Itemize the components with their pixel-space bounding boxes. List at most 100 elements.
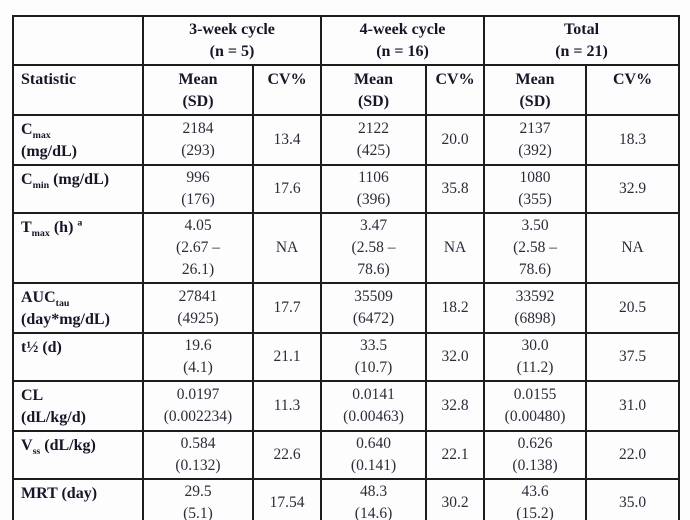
cv-cell: 32.8 (425, 380, 486, 432)
mean-sd-line: (396) (356, 191, 391, 208)
mean-sd-line: 0.626 (517, 435, 553, 452)
statistic-header: Statistic (12, 64, 144, 116)
mean-sd-line: 1080 (519, 169, 551, 186)
mean-sd-line: (11.2) (516, 359, 554, 376)
row-label-part: V (21, 437, 33, 454)
mean-sd-cell: 33592 (6898) (483, 282, 588, 334)
cv-cell: NA (425, 212, 486, 284)
mean-sd-cell: 19.6 (4.1) (142, 332, 254, 382)
mean-sd-cell: 2122 (425) (320, 114, 428, 166)
mean-sd-line: 26.1) (181, 261, 215, 278)
mean-sd-cell: 43.6 (15.2) (483, 478, 588, 520)
row-label-part: C (21, 171, 33, 188)
group-header-4week: 4-week cycle (n = 16) (320, 15, 486, 66)
mean-sd-line: 996 (186, 169, 210, 186)
group-label: Total (564, 20, 600, 38)
row-label-part: AUC (21, 289, 56, 306)
cv-cell: 22.0 (585, 430, 681, 480)
mean-sd-cell: 996 (176) (142, 164, 254, 214)
mean-sd-line: 0.0197 (176, 386, 220, 403)
mean-sd-line: (425) (356, 142, 391, 159)
mean-sd-line: (4925) (177, 310, 219, 327)
cv-cell: 18.3 (585, 114, 681, 166)
mean-sd-cell: 4.05 (2.67 – 26.1) (142, 212, 254, 284)
cv-cell: 13.4 (251, 114, 323, 166)
row-label: Cmax (mg/dL) (12, 114, 144, 166)
mean-sd-line: 78.6) (518, 261, 552, 278)
mean-header-line: Mean (515, 71, 555, 88)
cv-cell: 37.5 (585, 332, 681, 382)
cv-header: CV% (251, 64, 323, 116)
mean-sd-line: 29.5 (184, 483, 212, 500)
row-label: MRT (day) (12, 478, 144, 520)
cv-cell: 11.3 (251, 380, 323, 432)
mean-sd-line: 78.6) (357, 261, 390, 278)
group-n-label: (n = 21) (555, 42, 608, 60)
cv-cell: 31.0 (585, 380, 681, 432)
row-label: Cmin (mg/dL) (12, 164, 144, 214)
cv-cell: 17.7 (251, 282, 323, 334)
cv-cell: NA (251, 212, 323, 284)
sd-header-line: (SD) (519, 93, 551, 110)
sd-header-line: (SD) (182, 93, 214, 110)
mean-sd-line: (6472) (352, 310, 395, 327)
row-label-part: (h) (49, 219, 78, 236)
mean-sd-cell: 0.640 (0.141) (320, 430, 428, 480)
row-label: Vss (dL/kg) (12, 430, 144, 480)
row-label-subscript: max (31, 228, 50, 240)
mean-sd-line: 19.6 (184, 337, 212, 354)
cv-cell: 32.0 (425, 332, 486, 382)
table-row: Cmax (mg/dL) 2184 (293) 13.4 2122 (425) 20.0 213… (12, 114, 681, 166)
mean-sd-header: Mean (SD) (142, 64, 254, 116)
mean-sd-line: (293) (181, 142, 215, 159)
mean-sd-header: Mean (SD) (483, 64, 588, 116)
group-label: 4-week cycle (359, 20, 446, 38)
table-body: Cmax (mg/dL) 2184 (293) 13.4 2122 (425) 20.0 213… (12, 114, 681, 520)
row-label: Tmax (h) a (12, 212, 144, 284)
group-n-label: (n = 5) (209, 42, 255, 60)
table-row: CL (dL/kg/d) 0.0197 (0.002234) 11.3 0.0141 (0.… (12, 380, 681, 432)
row-label-part: CL (21, 387, 44, 404)
mean-sd-line: (2.58 – (351, 239, 396, 256)
mean-sd-line: (6898) (514, 310, 556, 327)
group-label: 3-week cycle (189, 20, 275, 38)
row-label-part: T (21, 219, 32, 236)
row-label: CL (dL/kg/d) (12, 380, 144, 432)
mean-sd-line: 2137 (519, 120, 551, 137)
cv-cell: 22.6 (251, 430, 323, 480)
mean-header-line: Mean (178, 71, 218, 88)
row-label-subscript: min (32, 180, 50, 192)
row-label-part: MRT (day) (21, 485, 98, 502)
row-label-part: (mg/dL) (49, 171, 110, 188)
mean-sd-cell: 0.0155 (0.00480) (483, 380, 588, 432)
mean-sd-header: Mean (SD) (320, 64, 428, 116)
row-label-subscript: max (32, 130, 51, 142)
mean-sd-line: 27841 (178, 288, 218, 305)
group-header-3week: 3-week cycle (n = 5) (141, 15, 323, 66)
cv-cell: 20.0 (425, 114, 486, 166)
mean-sd-line: 1106 (358, 169, 389, 186)
cv-header: CV% (425, 64, 486, 116)
cv-cell: 32.9 (585, 164, 681, 214)
group-header-total: Total (n = 21) (483, 15, 681, 66)
mean-sd-line: 0.0155 (513, 386, 557, 403)
table-row: Vss (dL/kg) 0.584 (0.132) 22.6 0.640 (0.141) 2… (12, 430, 681, 480)
table-row: t½ (d) 19.6 (4.1) 21.1 33.5 (10.7) 32.0 30.0 (11… (12, 332, 681, 382)
mean-sd-line: 48.3 (359, 483, 388, 500)
cv-cell: 35.8 (425, 164, 486, 214)
mean-sd-line: 0.0141 (352, 386, 395, 403)
mean-sd-line: 3.47 (359, 217, 388, 234)
row-label-subscript: tau (55, 298, 70, 310)
row-label-superscript: a (77, 217, 83, 229)
mean-sd-cell: 0.584 (0.132) (142, 430, 254, 480)
mean-sd-line: 43.6 (521, 483, 549, 500)
mean-sd-cell: 27841 (4925) (142, 282, 254, 334)
mean-sd-line: 2184 (182, 120, 214, 137)
row-label-part: (mg/dL) (21, 143, 77, 160)
row-label: AUCtau (day*mg/dL) (12, 282, 144, 334)
mean-sd-cell: 2184 (293) (142, 114, 254, 166)
table-row: Cmin (mg/dL) 996 (176) 17.6 1106 (396) 35.8 108… (12, 164, 681, 214)
mean-sd-cell: 29.5 (5.1) (142, 478, 254, 520)
table-row: MRT (day) 29.5 (5.1) 17.54 48.3 (14.6) 30.2 43.… (12, 478, 681, 520)
